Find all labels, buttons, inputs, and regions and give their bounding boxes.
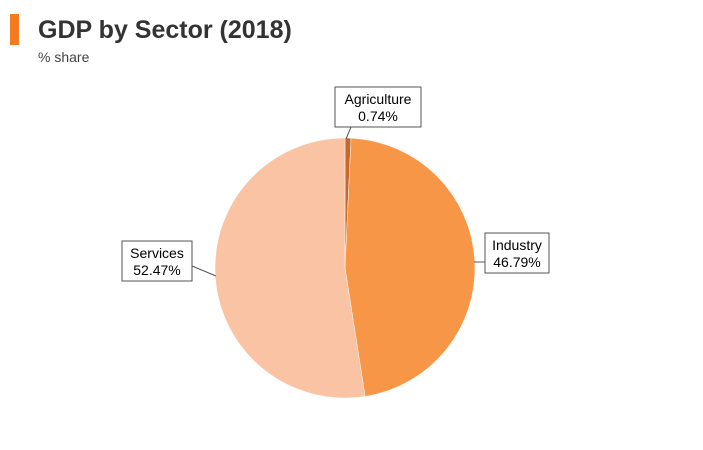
title-accent-bar [10,14,19,45]
label-leader-line [345,126,352,140]
slice-name-label: Agriculture [345,91,412,107]
pie-slice-services [214,137,366,399]
label-box [484,232,550,274]
label-box [334,86,422,128]
slice-name-label: Services [130,245,184,261]
pie-slice-industry [344,137,476,397]
chart-title: GDP by Sector (2018) [38,16,292,44]
slice-value-label: 46.79% [493,254,540,270]
label-box [121,240,193,282]
label-leader-line [191,265,217,277]
slice-name-label: Industry [492,237,542,253]
chart-subtitle: % share [38,49,90,65]
slice-value-label: 52.47% [133,262,180,278]
slice-value-label: 0.74% [358,108,398,124]
